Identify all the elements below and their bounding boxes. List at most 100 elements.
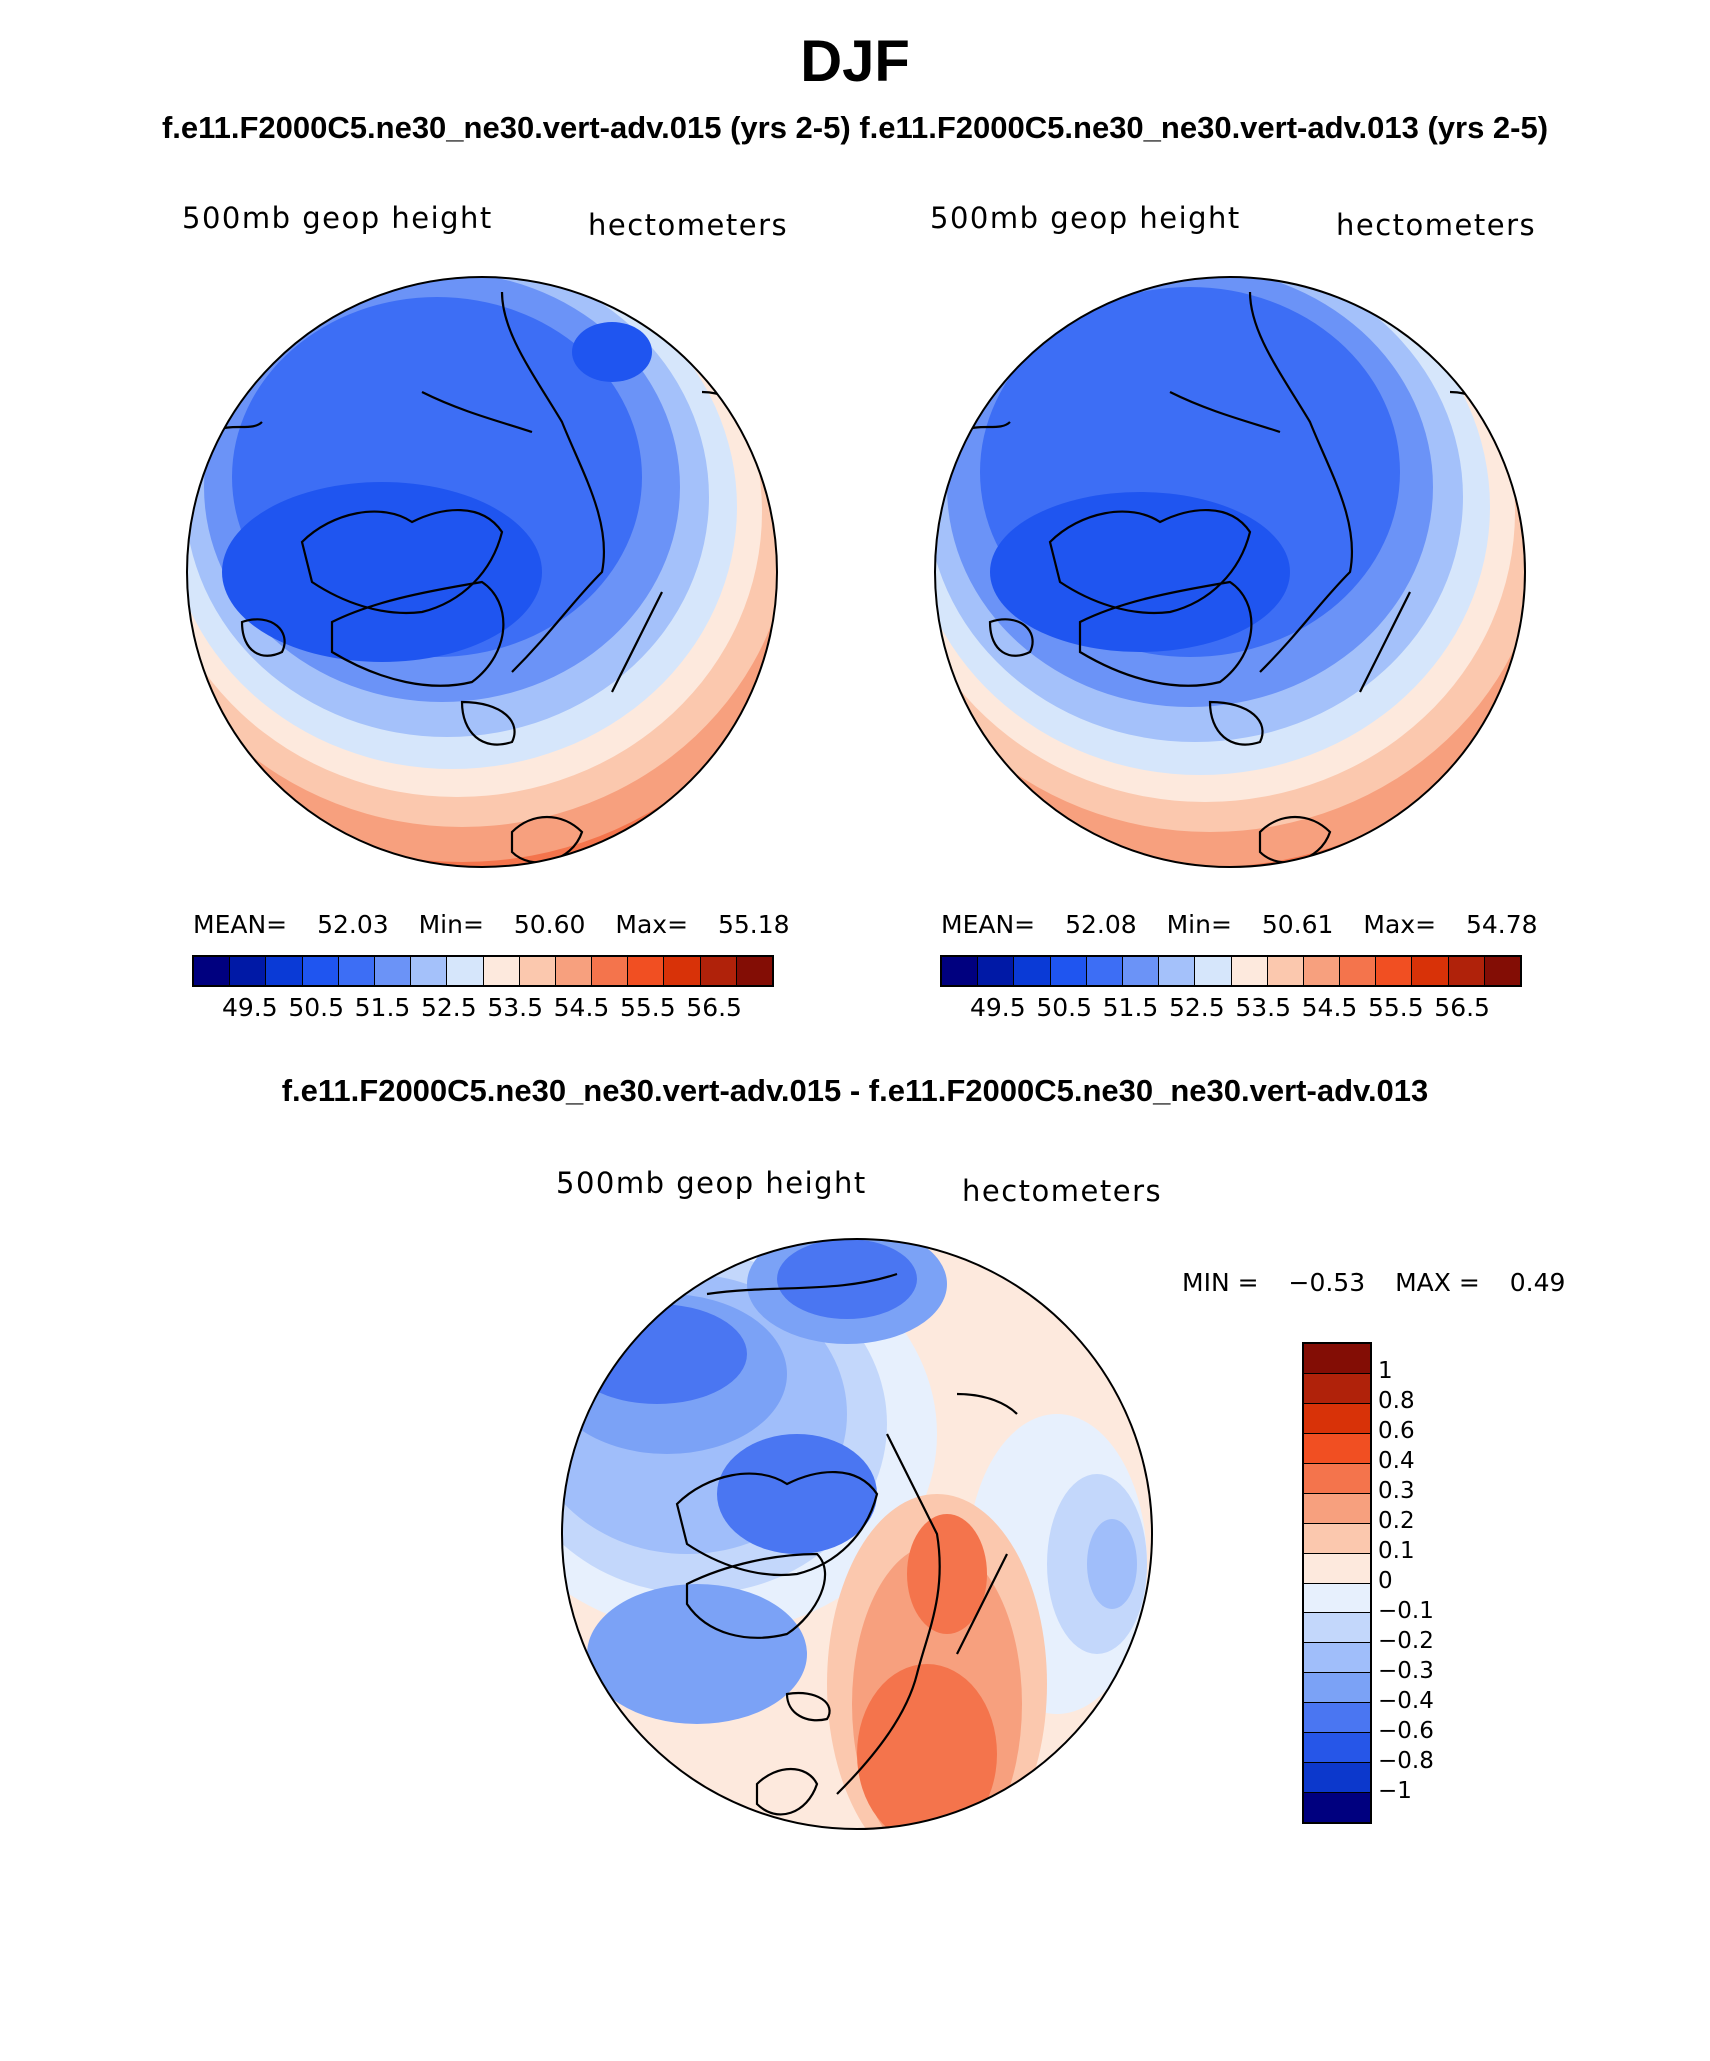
- diff-colorbar-tick-label: −0.3: [1378, 1658, 1434, 1684]
- left-colorbar-swatch: [555, 957, 593, 985]
- right-colorbar-swatch: [1448, 957, 1485, 985]
- left-colorbar-tick-label: 55.5: [619, 993, 676, 1022]
- diff-colorbar-swatch: [1304, 1793, 1370, 1822]
- left-units-label: hectometers: [588, 208, 789, 242]
- right-colorbar-swatch: [1303, 957, 1341, 985]
- right-colorbar-tick-label: 51.5: [1102, 993, 1159, 1022]
- right-colorbar-tick-label: 54.5: [1301, 993, 1358, 1022]
- diff-colorbar-tick-label: −0.6: [1378, 1718, 1434, 1744]
- right-case-title: f.e11.F2000C5.ne30_ne30.vert-adv.013 (yr…: [859, 110, 1549, 145]
- right-colorbar-swatch: [1086, 957, 1123, 985]
- right-colorbar-tick-label: 50.5: [1036, 993, 1092, 1022]
- diff-colorbar-tick-label: 0.2: [1378, 1508, 1415, 1534]
- right-units-label: hectometers: [1336, 208, 1537, 242]
- left-case-title: f.e11.F2000C5.ne30_ne30.vert-adv.015 (yr…: [161, 110, 851, 145]
- diff-colorbar-swatch: [1304, 1493, 1370, 1524]
- right-colorbar-swatch: [1122, 957, 1160, 985]
- left-colorbar-swatch: [230, 957, 267, 985]
- left-colorbar-swatch: [266, 957, 303, 985]
- right-colorbar-swatch: [1231, 957, 1268, 985]
- diff-colorbar-swatch: [1304, 1733, 1370, 1764]
- left-colorbar: [192, 955, 774, 987]
- right-colorbar-swatch: [1376, 957, 1413, 985]
- diff-colorbar-swatch: [1304, 1583, 1370, 1614]
- diff-colorbar-tick-label: 0: [1378, 1568, 1393, 1594]
- left-colorbar-swatch: [411, 957, 448, 985]
- right-colorbar-swatch: [1267, 957, 1304, 985]
- diff-colorbar-swatch: [1304, 1763, 1370, 1794]
- right-stats: MEAN= 52.08 Min= 50.61 Max= 54.78: [941, 910, 1560, 939]
- diff-colorbar-tick-label: 0.4: [1378, 1448, 1415, 1474]
- diff-colorbar-swatch: [1304, 1553, 1370, 1584]
- left-colorbar-swatch: [664, 957, 701, 985]
- right-mean-label: MEAN=: [941, 910, 1036, 939]
- right-mean-value: 52.08: [1065, 910, 1137, 939]
- diff-colorbar-swatch: [1304, 1463, 1370, 1494]
- run-titles: f.e11.F2000C5.ne30_ne30.vert-adv.015 (yr…: [0, 110, 1710, 146]
- diff-colorbar-tick-label: −1: [1378, 1778, 1412, 1804]
- diff-colorbar-ticks: 1 0.8 0.6 0.4 0.3 0.2 0.1 0 −0.1 −0.2 −0.3 −0.4 −0.6…: [1378, 1356, 1434, 1806]
- right-min-label: Min=: [1166, 910, 1232, 939]
- diff-min-label: MIN =: [1182, 1268, 1259, 1297]
- diff-max-value: 0.49: [1509, 1268, 1566, 1297]
- left-colorbar-tick-label: 52.5: [420, 993, 477, 1022]
- left-colorbar-swatch: [628, 957, 665, 985]
- diff-colorbar-swatch: [1304, 1613, 1370, 1644]
- diff-colorbar-tick-label: −0.1: [1378, 1598, 1434, 1624]
- right-colorbar-tick-label: 49.5: [970, 993, 1026, 1022]
- right-colorbar-tick-label: 52.5: [1168, 993, 1225, 1022]
- diff-colorbar-tick-label: 0.6: [1378, 1418, 1415, 1444]
- right-polar-map: [934, 276, 1526, 868]
- left-colorbar-swatch: [447, 957, 484, 985]
- left-colorbar-tick-label: 56.5: [686, 993, 742, 1022]
- right-colorbar-swatch: [978, 957, 1015, 985]
- left-stats: MEAN= 52.03 Min= 50.60 Max= 55.18: [193, 910, 812, 939]
- left-colorbar-swatch: [374, 957, 412, 985]
- diff-colorbar-swatch: [1304, 1344, 1370, 1374]
- diff-colorbar-tick-label: 1: [1378, 1358, 1393, 1384]
- diff-colorbar-tick-label: −0.8: [1378, 1748, 1434, 1774]
- diff-polar-map: [561, 1238, 1153, 1830]
- diff-colorbar-swatch: [1304, 1403, 1370, 1434]
- left-max-value: 55.18: [718, 910, 790, 939]
- right-colorbar-swatch: [1159, 957, 1196, 985]
- diff-variable-label: 500mb geop height: [556, 1166, 867, 1200]
- right-variable-label: 500mb geop height: [930, 201, 1241, 235]
- right-colorbar-swatch: [1014, 957, 1051, 985]
- diff-case-title: f.e11.F2000C5.ne30_ne30.vert-adv.015 - f…: [281, 1073, 1429, 1108]
- left-colorbar-tick-label: 50.5: [288, 993, 344, 1022]
- right-colorbar-tick-label: 53.5: [1235, 993, 1291, 1022]
- right-min-value: 50.61: [1261, 910, 1334, 939]
- diff-colorbar-swatch: [1304, 1373, 1370, 1404]
- left-colorbar-swatch: [736, 957, 772, 985]
- left-colorbar-swatch: [338, 957, 375, 985]
- left-colorbar-swatch: [700, 957, 737, 985]
- diff-colorbar: [1302, 1342, 1372, 1824]
- right-colorbar-ticks: 49.5 50.5 51.5 52.5 53.5 54.5 55.5 56.5: [970, 993, 1490, 1022]
- left-colorbar-tick-label: 53.5: [487, 993, 543, 1022]
- diff-colorbar-tick-label: 0.8: [1378, 1388, 1415, 1414]
- right-max-value: 54.78: [1466, 910, 1538, 939]
- diff-colorbar-tick-label: −0.4: [1378, 1688, 1434, 1714]
- left-colorbar-tick-label: 49.5: [222, 993, 278, 1022]
- left-variable-label: 500mb geop height: [182, 201, 493, 235]
- left-max-label: Max=: [615, 910, 689, 939]
- right-colorbar-swatch: [1484, 957, 1520, 985]
- right-colorbar-tick-label: 56.5: [1434, 993, 1490, 1022]
- right-colorbar-swatch: [1412, 957, 1449, 985]
- left-colorbar-swatch: [194, 957, 231, 985]
- diff-colorbar-swatch: [1304, 1523, 1370, 1554]
- diff-colorbar-swatch: [1304, 1433, 1370, 1464]
- left-colorbar-tick-label: 51.5: [354, 993, 411, 1022]
- left-min-value: 50.60: [513, 910, 586, 939]
- left-colorbar-swatch: [302, 957, 339, 985]
- diff-colorbar-swatch: [1304, 1673, 1370, 1704]
- right-colorbar-tick-label: 55.5: [1367, 993, 1424, 1022]
- left-mean-value: 52.03: [317, 910, 389, 939]
- figure-title: DJF: [800, 29, 910, 94]
- diff-min-value: −0.53: [1288, 1268, 1366, 1297]
- left-colorbar-tick-label: 54.5: [553, 993, 610, 1022]
- left-min-label: Min=: [418, 910, 484, 939]
- diff-stats: MIN = −0.53 MAX = 0.49: [1182, 1268, 1587, 1297]
- left-polar-map: [186, 276, 778, 868]
